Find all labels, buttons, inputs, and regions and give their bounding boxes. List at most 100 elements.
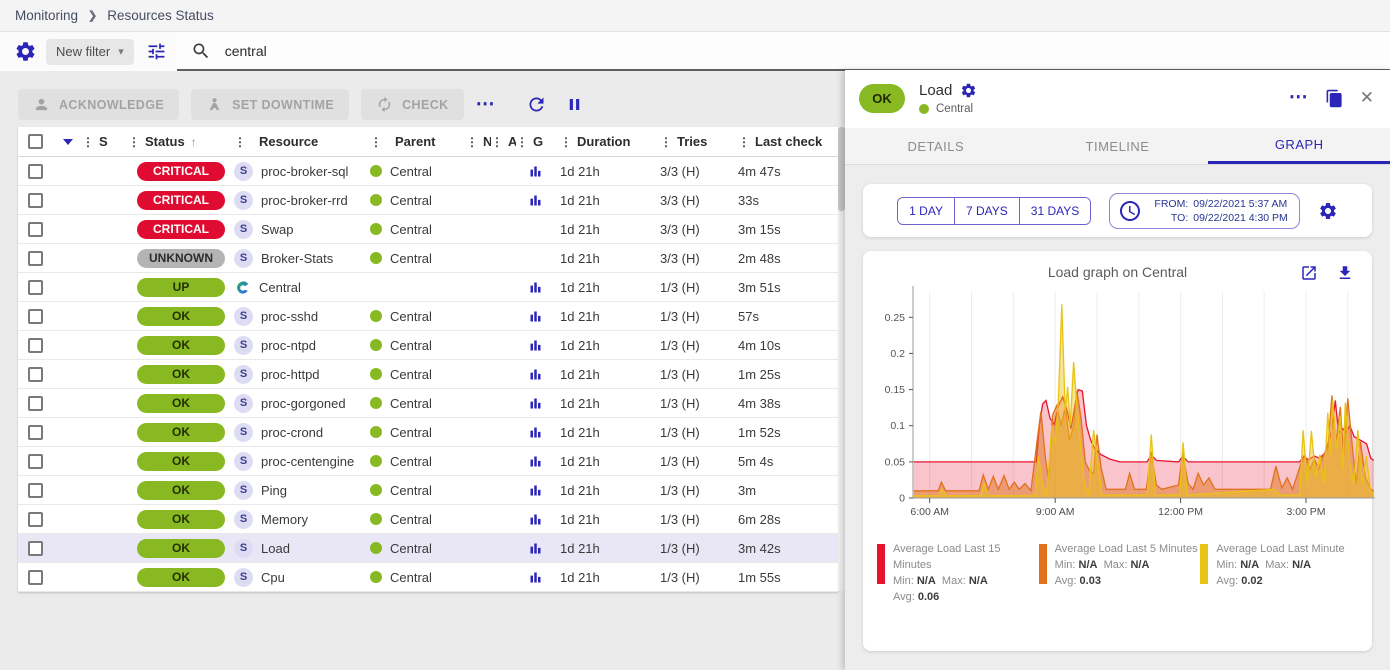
range-31-days-button[interactable]: 31 DAYS bbox=[1019, 197, 1091, 224]
resource-name[interactable]: proc-broker-rrd bbox=[261, 192, 348, 208]
new-filter-dropdown[interactable]: New filter ▾ bbox=[46, 38, 134, 65]
resource-name[interactable]: proc-gorgoned bbox=[261, 395, 346, 411]
parent-name[interactable]: Central bbox=[390, 192, 432, 208]
col-status[interactable]: ⋮ Status ↑ bbox=[128, 134, 197, 149]
col-resource[interactable]: ⋮ Resource bbox=[234, 134, 319, 149]
parent-name[interactable]: Central bbox=[390, 250, 432, 266]
more-actions-button[interactable]: ⋯ bbox=[476, 95, 496, 114]
set-downtime-button[interactable]: SET DOWNTIME bbox=[191, 89, 350, 120]
graph-column-icon[interactable] bbox=[528, 338, 543, 353]
table-row[interactable]: OK S Ping Central 1d 21h 1/3 (H) 3m bbox=[18, 476, 838, 505]
graph-settings-gear-icon[interactable] bbox=[1318, 201, 1338, 221]
col-parent[interactable]: ⋮ Parent bbox=[370, 134, 436, 149]
table-scrollbar[interactable] bbox=[838, 127, 845, 591]
graph-column-icon[interactable] bbox=[528, 164, 543, 179]
resource-name[interactable]: Broker-Stats bbox=[261, 250, 334, 266]
col-severity[interactable]: ⋮ S bbox=[82, 134, 108, 149]
select-menu-caret-icon[interactable] bbox=[63, 138, 73, 145]
parent-name[interactable]: Central bbox=[390, 482, 432, 498]
parent-name[interactable]: Central bbox=[390, 511, 432, 527]
graph-column-icon[interactable] bbox=[528, 367, 543, 382]
resource-name[interactable]: proc-broker-sql bbox=[261, 163, 349, 179]
tab-timeline[interactable]: TIMELINE bbox=[1085, 138, 1150, 154]
scrollbar-thumb[interactable] bbox=[838, 127, 845, 211]
row-checkbox[interactable] bbox=[28, 395, 43, 411]
breadcrumb-monitoring[interactable]: Monitoring bbox=[15, 8, 79, 23]
legend-entry[interactable]: Average Load Last 15 Minutes Min: N/A Max… bbox=[877, 541, 1039, 605]
graph-column-icon[interactable] bbox=[528, 541, 543, 556]
select-all-checkbox[interactable] bbox=[28, 134, 43, 149]
resource-name[interactable]: proc-ntpd bbox=[261, 337, 316, 353]
range-7-days-button[interactable]: 7 DAYS bbox=[954, 197, 1020, 224]
table-row[interactable]: OK S Cpu Central 1d 21h 1/3 (H) 1m 55s bbox=[18, 563, 838, 592]
table-row[interactable]: OK S Load Central 1d 21h 1/3 (H) 3m 42s bbox=[18, 534, 838, 563]
row-checkbox[interactable] bbox=[28, 453, 43, 469]
row-checkbox[interactable] bbox=[28, 163, 43, 179]
row-checkbox[interactable] bbox=[28, 569, 43, 585]
table-row[interactable]: CRITICAL S Swap Central 1d 21h 3/3 (H) 3m 15s bbox=[18, 215, 838, 244]
graph-column-icon[interactable] bbox=[528, 309, 543, 324]
parent-name[interactable]: Central bbox=[390, 569, 432, 585]
breadcrumb-resources-status[interactable]: Resources Status bbox=[107, 8, 214, 23]
graph-column-icon[interactable] bbox=[528, 396, 543, 411]
graph-column-icon[interactable] bbox=[528, 512, 543, 527]
row-checkbox[interactable] bbox=[28, 540, 43, 556]
tab-details[interactable]: DETAILS bbox=[907, 138, 965, 154]
table-row[interactable]: UNKNOWN S Broker-Stats Central 1d 21h 3/3 (H)… bbox=[18, 244, 838, 273]
parent-name[interactable]: Central bbox=[390, 453, 432, 469]
table-row[interactable]: OK S Memory Central 1d 21h 1/3 (H) 6m 28s bbox=[18, 505, 838, 534]
parent-name[interactable]: Central bbox=[390, 424, 432, 440]
download-icon[interactable] bbox=[1336, 264, 1354, 282]
graph-column-icon[interactable] bbox=[528, 280, 543, 295]
resource-name[interactable]: Swap bbox=[261, 221, 294, 237]
copy-link-icon[interactable] bbox=[1325, 89, 1344, 108]
col-tries[interactable]: ⋮ Tries bbox=[660, 134, 708, 149]
tab-graph[interactable]: GRAPH bbox=[1208, 128, 1390, 164]
graph-column-icon[interactable] bbox=[528, 193, 543, 208]
range-1-day-button[interactable]: 1 DAY bbox=[898, 197, 955, 224]
col-action[interactable]: ⋮ A bbox=[491, 134, 516, 149]
row-checkbox[interactable] bbox=[28, 511, 43, 527]
parent-name[interactable]: Central bbox=[390, 395, 432, 411]
parent-name[interactable]: Central bbox=[390, 540, 432, 556]
graph-column-icon[interactable] bbox=[528, 483, 543, 498]
row-checkbox[interactable] bbox=[28, 221, 43, 237]
parent-name[interactable]: Central bbox=[390, 221, 432, 237]
check-button[interactable]: CHECK bbox=[361, 89, 464, 120]
open-in-new-icon[interactable] bbox=[1300, 264, 1318, 282]
row-checkbox[interactable] bbox=[28, 279, 43, 295]
col-notes[interactable]: ⋮ N bbox=[466, 134, 491, 149]
row-checkbox[interactable] bbox=[28, 308, 43, 324]
close-panel-button[interactable]: ✕ bbox=[1359, 88, 1374, 107]
row-checkbox[interactable] bbox=[28, 424, 43, 440]
resource-name[interactable]: Cpu bbox=[261, 569, 285, 585]
parent-name[interactable]: Central bbox=[390, 337, 432, 353]
legend-entry[interactable]: Average Load Last 5 Minutes Min: N/A Max:… bbox=[1038, 541, 1201, 605]
resource-name[interactable]: Ping bbox=[261, 482, 288, 498]
resource-name[interactable]: proc-httpd bbox=[261, 366, 320, 382]
row-checkbox[interactable] bbox=[28, 192, 43, 208]
row-checkbox[interactable] bbox=[28, 250, 43, 266]
resource-name[interactable]: proc-crond bbox=[261, 424, 324, 440]
col-last-check[interactable]: ⋮ Last check bbox=[738, 134, 823, 149]
graph-column-icon[interactable] bbox=[528, 425, 543, 440]
acknowledge-button[interactable]: ACKNOWLEDGE bbox=[18, 89, 180, 120]
search-input[interactable]: central bbox=[176, 32, 1390, 71]
col-duration[interactable]: ⋮ Duration bbox=[560, 134, 631, 149]
graph-column-icon[interactable] bbox=[528, 570, 543, 585]
filter-options-button[interactable] bbox=[146, 41, 167, 62]
pause-button[interactable] bbox=[565, 95, 584, 114]
load-chart-svg[interactable]: 0 0.05 0.1 0.15 0.2 0.25 6:00 AM 9:00 AM 12:00 P… bbox=[863, 280, 1383, 532]
col-graph[interactable]: ⋮ G bbox=[516, 134, 544, 149]
row-checkbox[interactable] bbox=[28, 366, 43, 382]
panel-more-button[interactable]: ⋯ bbox=[1288, 87, 1309, 108]
refresh-button[interactable] bbox=[526, 94, 547, 115]
resource-name[interactable]: Memory bbox=[261, 511, 308, 527]
table-row[interactable]: UP Central 1d 21h 1/3 (H) 3m 51s bbox=[18, 273, 838, 302]
resource-name[interactable]: Load bbox=[261, 540, 290, 556]
